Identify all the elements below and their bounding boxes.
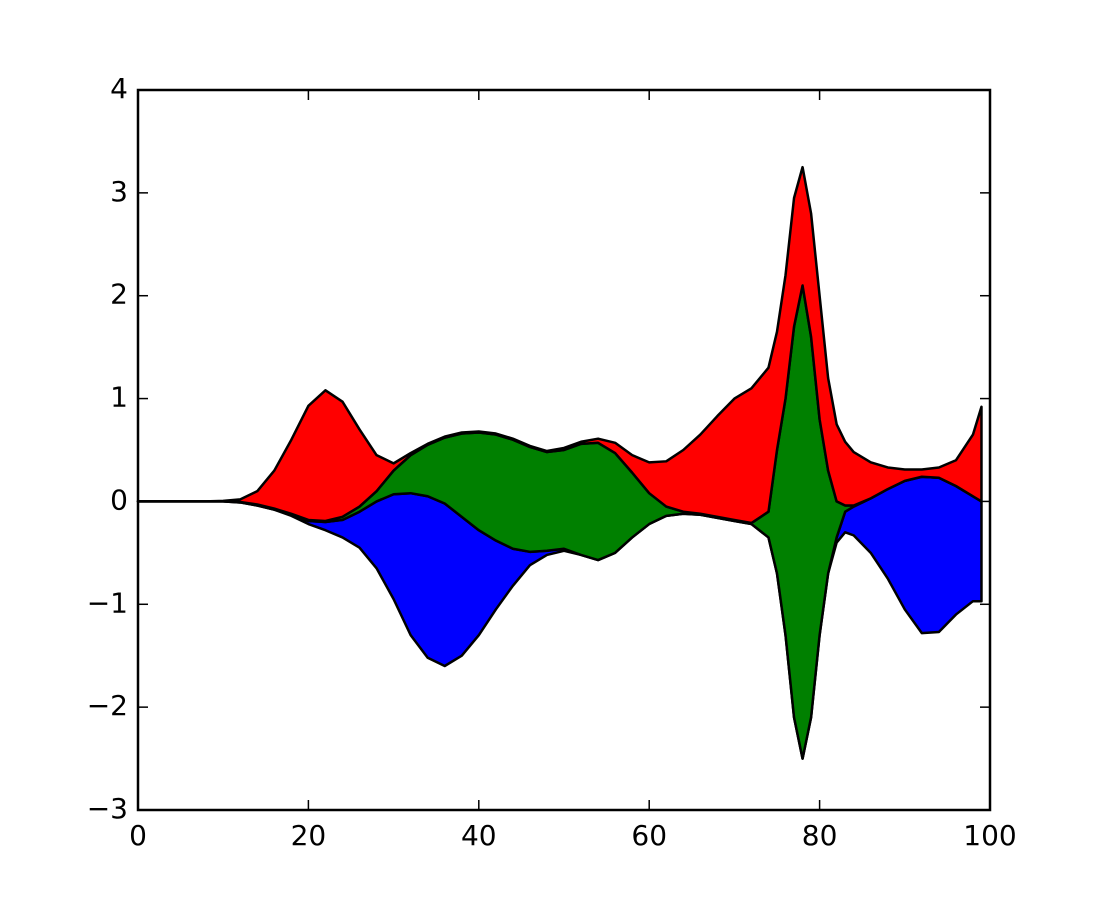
- stream-area: [136, 165, 983, 525]
- y-tick-label: −3: [87, 792, 128, 825]
- y-tick-label: 0: [110, 483, 128, 516]
- x-tick-label: 60: [631, 819, 667, 852]
- y-tick-label: 4: [110, 72, 128, 105]
- x-tick-label: 40: [461, 819, 497, 852]
- y-tick-label: 2: [110, 278, 128, 311]
- x-tick-label: 20: [291, 819, 327, 852]
- y-tick-label: −2: [87, 689, 128, 722]
- y-tick-label: 3: [110, 175, 128, 208]
- plot-frame: [136, 88, 992, 812]
- x-tick-label: 100: [963, 819, 1016, 852]
- x-tick-label: 80: [802, 819, 838, 852]
- x-tick-label: 0: [129, 819, 147, 852]
- y-tick-label: 1: [110, 381, 128, 414]
- y-tick-label: −1: [87, 586, 128, 619]
